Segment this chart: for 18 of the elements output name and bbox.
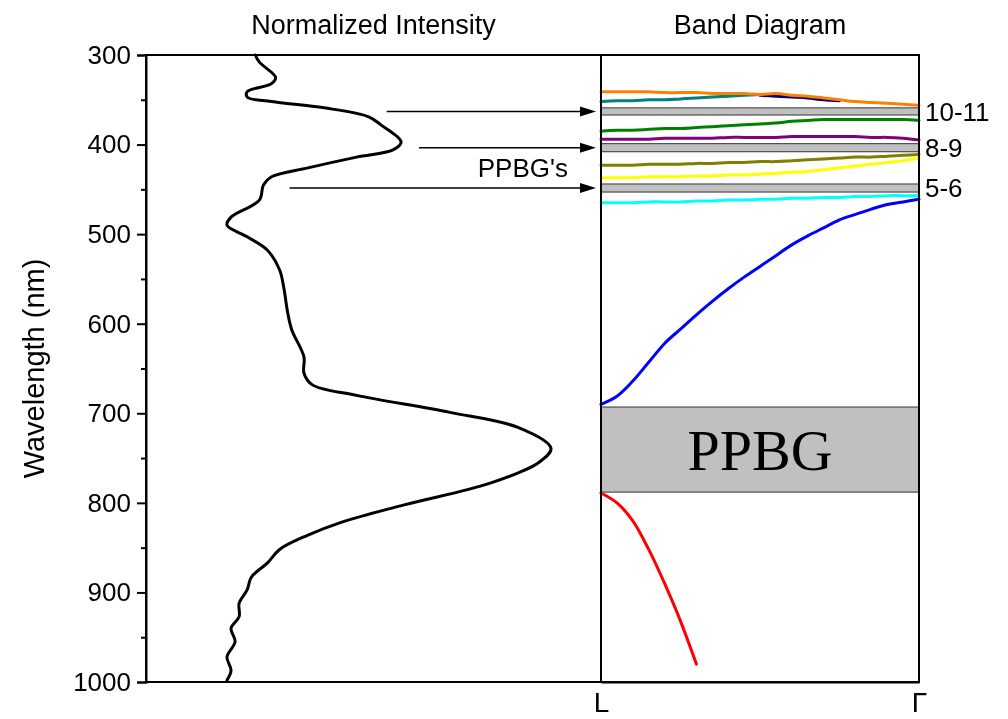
x-tick-label: Γ [911,686,928,718]
x-tick-label: L [593,686,610,718]
y-tick-label: 900 [87,577,131,608]
y-tick-label: 400 [87,129,131,160]
band-label: PPBG [687,417,833,483]
chart-title: Band Diagram [673,10,847,40]
y-tick-label: 300 [87,39,131,70]
band-label: 5-6 [925,173,963,204]
y-axis-title: Wavelength (nm) [18,258,50,479]
y-tick-label: 500 [87,218,131,249]
y-tick-label: 1000 [73,666,131,697]
y-tick-label: 800 [87,487,131,518]
band-label: 10-11 [925,96,990,127]
x-axis-title: Normalized Intensity [251,10,497,40]
y-tick-label: 600 [87,308,131,339]
y-tick-label: 700 [87,398,131,429]
annotation: PPBG's [477,152,568,183]
band-label: 8-9 [925,132,963,163]
